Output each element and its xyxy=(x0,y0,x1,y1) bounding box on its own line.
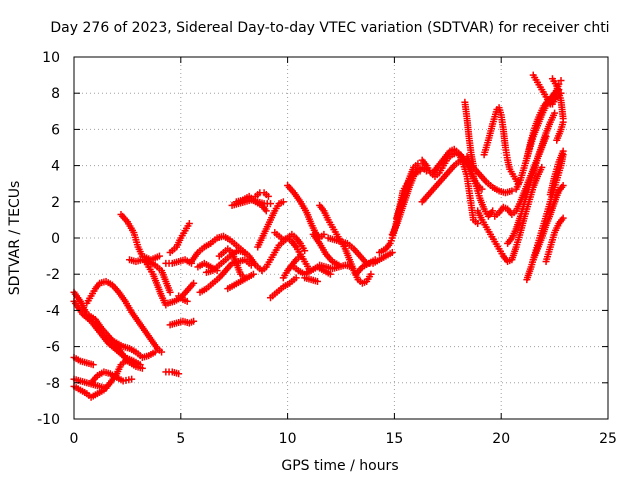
data-point xyxy=(190,317,198,325)
data-point xyxy=(262,207,270,215)
data-point xyxy=(388,248,396,256)
data-point xyxy=(158,348,166,356)
data-point xyxy=(151,348,159,356)
data-point xyxy=(89,361,97,369)
data-point xyxy=(128,375,136,383)
x-tick-label: 5 xyxy=(176,431,185,447)
y-tick-label: 8 xyxy=(51,86,60,102)
y-tick-labels: -10 -8 -6 -4 -2 0 2 4 6 8 10 xyxy=(37,50,60,428)
data-point xyxy=(267,200,275,208)
data-point xyxy=(301,247,309,255)
data-point xyxy=(249,270,257,278)
y-tick-label: 4 xyxy=(51,159,60,175)
data-point xyxy=(175,370,183,378)
data-point xyxy=(559,214,567,222)
data-point xyxy=(264,192,272,200)
x-tick-label: 10 xyxy=(279,431,297,447)
data-point xyxy=(508,187,516,195)
data-point xyxy=(320,230,328,238)
x-tick-labels: 0 5 10 15 20 25 xyxy=(70,431,617,447)
data-point xyxy=(474,220,482,228)
data-point xyxy=(279,198,287,206)
y-tick-label: -10 xyxy=(37,412,60,428)
grid-lines xyxy=(74,57,608,419)
data-point xyxy=(538,163,546,171)
data-point xyxy=(489,207,497,215)
data-point xyxy=(314,277,322,285)
y-tick-label: -2 xyxy=(46,267,60,283)
y-tick-label: 2 xyxy=(51,195,60,211)
data-point xyxy=(557,77,565,85)
data-point xyxy=(185,220,193,228)
data-point xyxy=(190,279,198,287)
data-point xyxy=(367,270,375,278)
data-point xyxy=(138,364,146,372)
data-point xyxy=(559,118,567,126)
y-tick-label: 6 xyxy=(51,122,60,138)
data-point xyxy=(551,109,559,117)
y-axis-label: SDTVAR / TECUs xyxy=(7,181,23,296)
data-point xyxy=(166,288,174,296)
data-point xyxy=(247,261,255,269)
data-point xyxy=(559,147,567,155)
data-point xyxy=(292,274,300,282)
axis-ticks xyxy=(73,56,609,420)
x-tick-label: 0 xyxy=(70,431,79,447)
x-axis-label: GPS time / hours xyxy=(281,458,398,474)
data-point xyxy=(183,297,191,305)
data-point xyxy=(155,252,163,260)
data-point xyxy=(121,357,129,365)
data-point xyxy=(414,160,422,168)
data-point xyxy=(296,252,304,260)
x-tick-label: 15 xyxy=(385,431,403,447)
x-tick-label: 25 xyxy=(599,431,617,447)
data-point xyxy=(371,256,379,264)
data-point xyxy=(241,248,249,256)
data-points xyxy=(70,71,567,401)
y-tick-label: -6 xyxy=(46,340,60,356)
data-point xyxy=(559,182,567,190)
y-tick-label: 0 xyxy=(51,231,60,247)
x-tick-label: 20 xyxy=(492,431,510,447)
data-point xyxy=(326,270,334,278)
y-tick-label: -8 xyxy=(46,376,60,392)
data-point xyxy=(136,361,144,369)
y-tick-label: -4 xyxy=(46,303,60,319)
chart-title: Day 276 of 2023, Sidereal Day-to-day VTE… xyxy=(50,20,609,36)
y-tick-label: 10 xyxy=(42,50,60,66)
